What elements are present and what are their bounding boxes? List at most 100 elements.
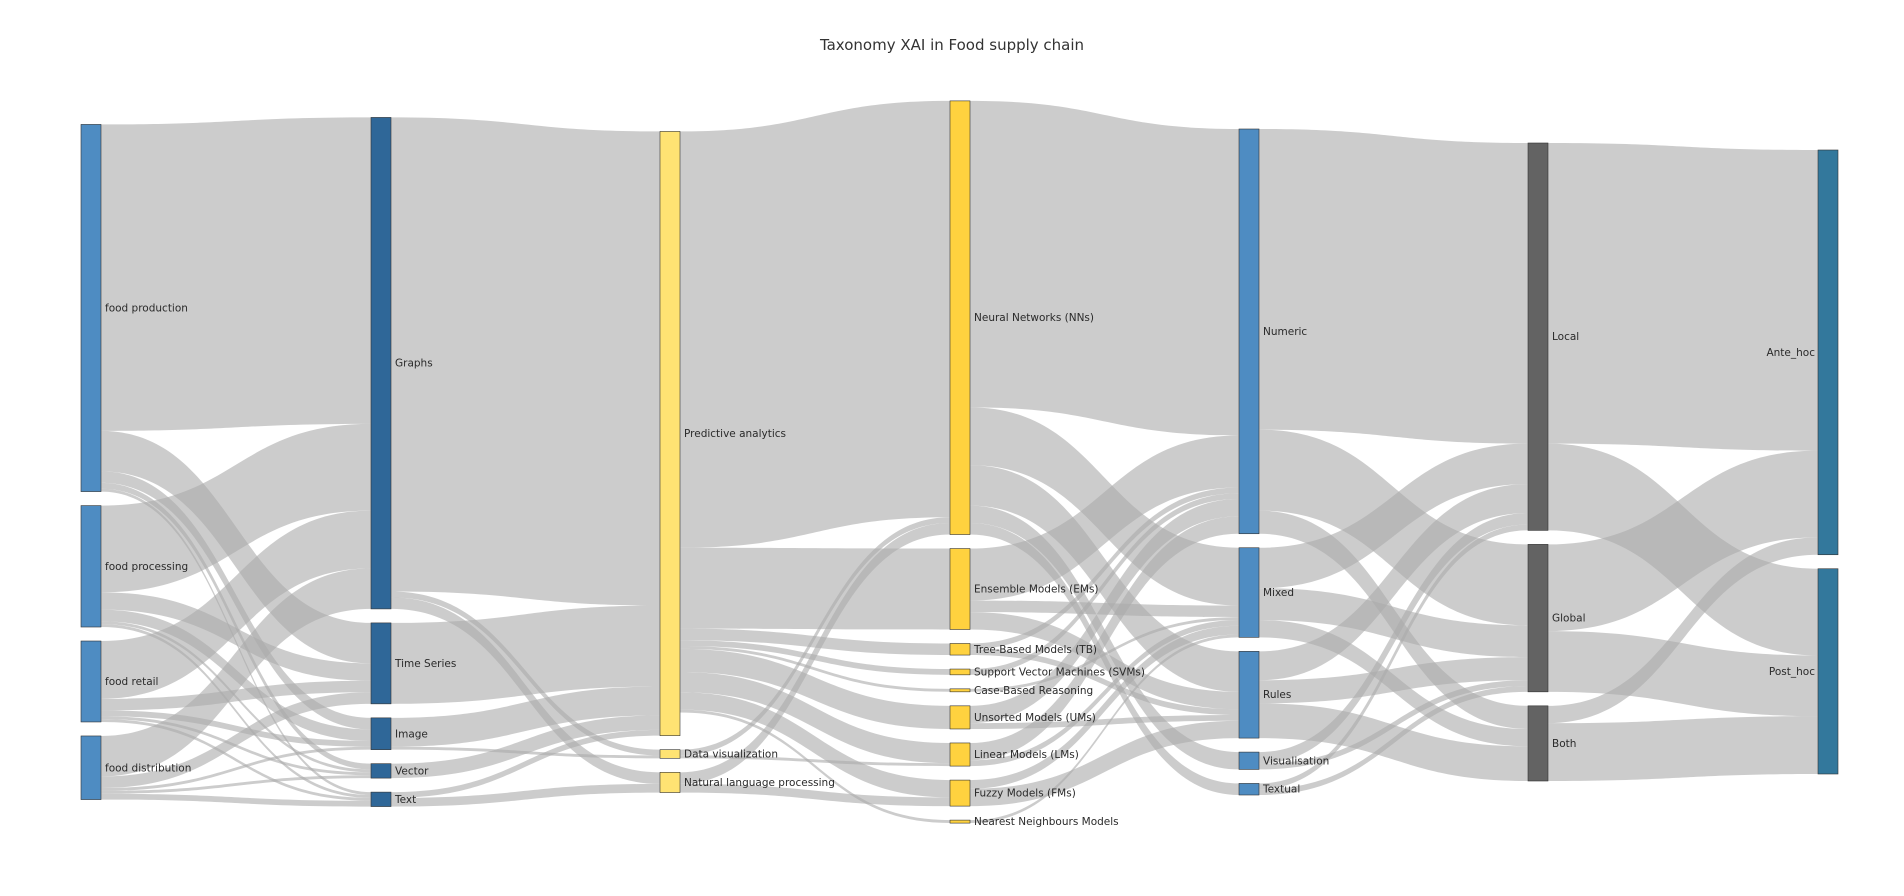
link-both-to-post [1548, 716, 1818, 781]
node-label-cbr: Case-Based Reasoning [974, 685, 1093, 697]
link-em-to-rules [970, 612, 1239, 710]
link-lm-to-mixed [970, 620, 1239, 767]
link-tb-to-rules [970, 649, 1239, 715]
link-numeric-to-local [1259, 129, 1528, 444]
node-svm [949, 668, 971, 676]
link-em-to-numeric [970, 435, 1239, 601]
link-lm-to-numeric [970, 516, 1239, 761]
node-label-mixed: Mixed [1263, 587, 1294, 599]
node-layer: food production food processing food retai… [80, 100, 1839, 828]
link-rules-to-local [1259, 484, 1528, 681]
node-label-svm: Support Vector Machines (SVMs) [974, 666, 1145, 678]
link-nn-to-numeric [970, 100, 1239, 436]
node-textual [1238, 783, 1260, 796]
link-food_distribution-to-time_series [101, 692, 371, 788]
node-food_production [80, 124, 102, 492]
link-mixed-to-global [1259, 588, 1528, 658]
link-local-to-ante [1548, 143, 1818, 451]
link-predictive-to-lm [680, 672, 950, 764]
link-predictive-to-cbr [680, 646, 950, 692]
link-vector-to-predictive [391, 715, 660, 779]
node-em [949, 548, 971, 630]
node-label-fm: Fuzzy Models (FMs) [974, 788, 1076, 800]
node-local [1527, 142, 1549, 531]
node-label-graphs: Graphs [395, 358, 433, 370]
node-label-predictive: Predictive analytics [684, 428, 786, 440]
node-lm [949, 742, 971, 767]
node-label-visualisation: Visualisation [1263, 755, 1329, 767]
link-global-to-ante [1548, 450, 1818, 632]
link-nlp-to-nn [680, 522, 950, 784]
link-food_distribution-to-vector [101, 775, 371, 794]
link-fm-to-mixed [970, 625, 1239, 789]
node-post [1817, 568, 1839, 775]
node-fm [949, 779, 971, 807]
node-label-rules: Rules [1263, 689, 1291, 701]
node-label-vector: Vector [395, 765, 429, 777]
link-nnm-to-mixed [970, 634, 1239, 823]
node-label-em: Ensemble Models (EMs) [974, 584, 1099, 596]
link-food_retail-to-graphs [101, 510, 371, 699]
link-predictive-to-tb [680, 628, 950, 656]
link-predictive-to-em [680, 547, 950, 630]
node-label-food_retail: food retail [105, 676, 158, 688]
node-label-text: Text [394, 794, 416, 806]
node-label-nlp: Natural language processing [684, 777, 835, 789]
link-both-to-ante [1548, 537, 1818, 724]
node-mixed [1238, 547, 1260, 638]
node-label-data_vis: Data visualization [684, 748, 778, 760]
link-food_production-to-graphs [101, 117, 371, 431]
link-global-to-post [1548, 631, 1818, 717]
node-label-food_production: food production [105, 303, 188, 315]
node-label-nn: Neural Networks (NNs) [974, 312, 1094, 324]
node-label-post: Post_hoc [1769, 666, 1815, 678]
node-numeric [1238, 128, 1260, 535]
node-visualisation [1238, 751, 1260, 770]
node-label-lm: Linear Models (LMs) [974, 749, 1079, 761]
node-label-local: Local [1552, 331, 1579, 343]
node-predictive [659, 131, 681, 736]
node-label-global: Global [1552, 613, 1586, 625]
node-label-time_series: Time Series [394, 658, 456, 670]
link-predictive-to-um [680, 648, 950, 729]
link-graphs-to-predictive [391, 117, 660, 606]
node-food_retail [80, 640, 102, 723]
link-visualisation-to-global [1259, 680, 1528, 770]
node-food_processing [80, 505, 102, 628]
node-global [1527, 544, 1549, 693]
node-nlp [659, 772, 681, 793]
link-food_processing-to-text [101, 624, 371, 798]
link-food_retail-to-image [101, 710, 371, 747]
link-predictive-to-fm [680, 692, 950, 798]
link-rules-to-global [1259, 657, 1528, 704]
link-food_processing-to-time_series [101, 592, 371, 681]
link-nlp-to-fm [680, 783, 950, 807]
node-label-um: Unsorted Models (UMs) [974, 712, 1096, 724]
link-food_distribution-to-image [101, 746, 371, 791]
link-food_retail-to-time_series [101, 680, 371, 711]
link-layer [101, 100, 1818, 823]
link-visualisation-to-local [1259, 513, 1528, 764]
link-mixed-to-local [1259, 443, 1528, 589]
link-predictive-to-nnm [680, 709, 950, 823]
link-food_distribution-to-graphs [101, 568, 371, 777]
link-text-to-predictive [391, 729, 660, 798]
link-data_vis-to-lm [680, 755, 950, 767]
link-food_retail-to-text [101, 719, 371, 801]
node-label-nnm: Nearest Neighbours Models [974, 816, 1119, 828]
chart-title: Taxonomy XAI in Food supply chain [819, 36, 1085, 54]
node-data_vis [659, 749, 681, 759]
node-label-image: Image [395, 728, 428, 740]
link-time_series-to-predictive [391, 605, 660, 704]
node-label-both: Both [1552, 738, 1576, 750]
node-label-food_distribution: food distribution [105, 762, 191, 774]
link-tb-to-numeric [970, 487, 1239, 650]
node-label-tb: Tree-Based Models (TB) [973, 644, 1097, 656]
link-textual-to-global [1259, 686, 1528, 795]
node-label-food_processing: food processing [105, 561, 188, 573]
node-label-textual: Textual [1262, 784, 1300, 796]
link-food_distribution-to-text [101, 793, 371, 807]
link-food_processing-to-graphs [101, 423, 371, 593]
node-label-ante: Ante_hoc [1766, 347, 1815, 359]
